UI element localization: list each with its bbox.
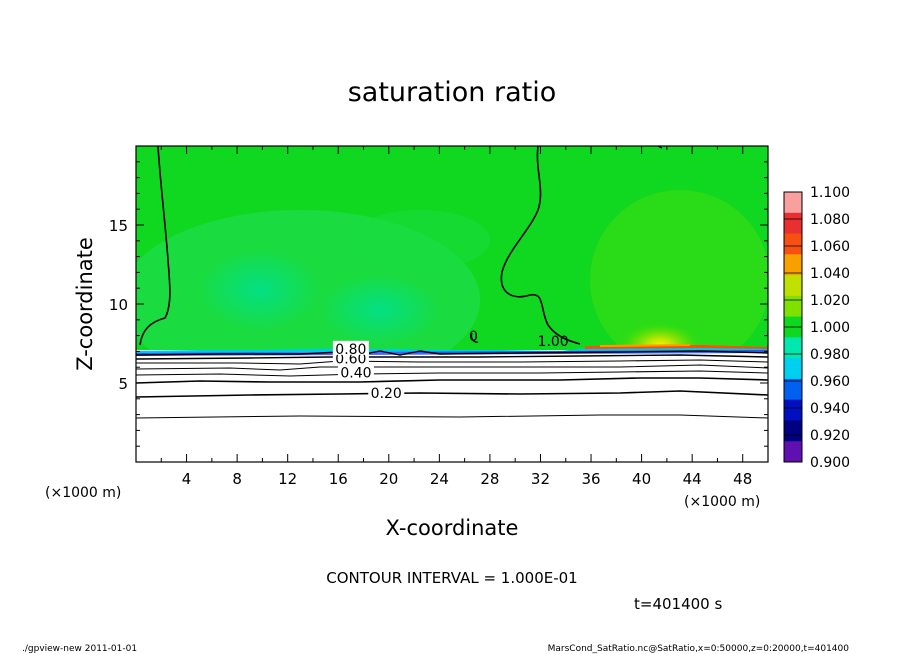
colorbar-label: 0.960 — [810, 374, 850, 390]
y-tick-label: 10 — [109, 296, 128, 314]
contour-interval-note: CONTOUR INTERVAL = 1.000E-01 — [326, 569, 577, 587]
x-axis-ticks: 4 8 12 16 20 24 28 32 36 40 44 48 — [160, 146, 752, 488]
contour-line-zero — [470, 332, 479, 343]
band-edge-orange — [600, 344, 690, 347]
colorbar-swatch — [784, 358, 802, 380]
contour-label: 0.20 — [371, 386, 402, 402]
colorbar-label: 1.040 — [810, 266, 850, 282]
y-axis-label: Z-coordinate — [73, 237, 97, 371]
colorbar-swatch — [784, 441, 802, 463]
contour-label: 0.40 — [340, 366, 371, 382]
x-tick-label: 20 — [379, 470, 398, 488]
colorbar-swatch — [784, 420, 802, 442]
contour-line — [136, 370, 768, 377]
contour-line — [136, 377, 768, 384]
x-tick-label: 48 — [733, 470, 752, 488]
contour-line — [136, 364, 768, 371]
field-region-warm — [590, 190, 768, 370]
time-label: t=401400 s — [634, 595, 722, 613]
colorbar-swatch — [784, 399, 802, 421]
field-region-cool — [200, 250, 320, 330]
x-tick-label: 12 — [278, 470, 297, 488]
colorbar-swatch — [784, 337, 802, 359]
colorbar-label: 1.080 — [810, 212, 850, 228]
x-tick-label: 32 — [531, 470, 550, 488]
x-tick-label: 28 — [480, 470, 499, 488]
x-unit-left: (×1000 m) — [45, 485, 121, 501]
contour-line-one-right — [500, 146, 581, 345]
colorbar-swatch — [784, 192, 802, 214]
field-region-cool-2 — [320, 275, 440, 345]
colorbar-label: 0.940 — [810, 401, 850, 417]
x-axis-label: X-coordinate — [386, 516, 519, 540]
colorbar-swatch — [784, 254, 802, 276]
x-tick-label: 24 — [430, 470, 449, 488]
colorbar: 1.100 1.080 1.060 1.040 1.020 1.000 0.980 0.960… — [783, 185, 850, 471]
y-tick-label: 5 — [118, 375, 128, 393]
contour-label-bg — [337, 364, 374, 379]
colorbar-swatch — [784, 233, 802, 255]
contour-line — [136, 359, 768, 365]
colorbar-swatch — [784, 275, 802, 297]
colorbar-swatch — [784, 378, 802, 401]
contour-label: 0.80 — [335, 342, 366, 358]
contour-line-one-left — [139, 146, 171, 346]
contour-line — [136, 390, 768, 398]
x-tick-label: 40 — [632, 470, 651, 488]
x-tick-label: 4 — [182, 470, 192, 488]
colorbar-label: 0.900 — [810, 455, 850, 471]
contour-label-bg — [332, 340, 369, 355]
colorbar-label: 1.060 — [810, 239, 850, 255]
y-axis-ticks: 5 10 15 — [109, 161, 768, 447]
colorbar-label: 1.000 — [810, 320, 850, 336]
x-unit-right: (×1000 m) — [684, 494, 760, 510]
contour-label: 0 — [469, 329, 478, 345]
chart-title: saturation ratio — [348, 77, 557, 108]
colorbar-label: 1.100 — [810, 185, 850, 201]
x-tick-label: 44 — [683, 470, 702, 488]
contour-lines — [136, 146, 768, 419]
contour-line — [136, 354, 768, 360]
footer-right: MarsCond_SatRatio.nc@SatRatio,x=0:50000,… — [548, 644, 850, 654]
y-tick-label: 15 — [109, 217, 128, 235]
footer-left: ./gpview-new 2011-01-01 — [22, 644, 137, 654]
field-region-mid — [350, 210, 490, 270]
colorbar-label: 0.920 — [810, 428, 850, 444]
colorbar-swatch — [784, 295, 802, 318]
contour-label: 0.60 — [335, 351, 366, 367]
colorbar-label: 0.980 — [810, 347, 850, 363]
colorbar-label: 1.020 — [810, 293, 850, 309]
x-tick-label: 8 — [232, 470, 242, 488]
x-tick-label: 16 — [329, 470, 348, 488]
contour-labels: 0.200.400.600.80 0 1.00 — [332, 329, 569, 402]
colorbar-swatch — [784, 212, 802, 235]
contour-line — [136, 350, 768, 356]
x-tick-label: 36 — [581, 470, 600, 488]
contour-line — [136, 414, 768, 419]
contour-label: 1.00 — [538, 334, 569, 350]
contour-label-bg — [368, 385, 405, 400]
